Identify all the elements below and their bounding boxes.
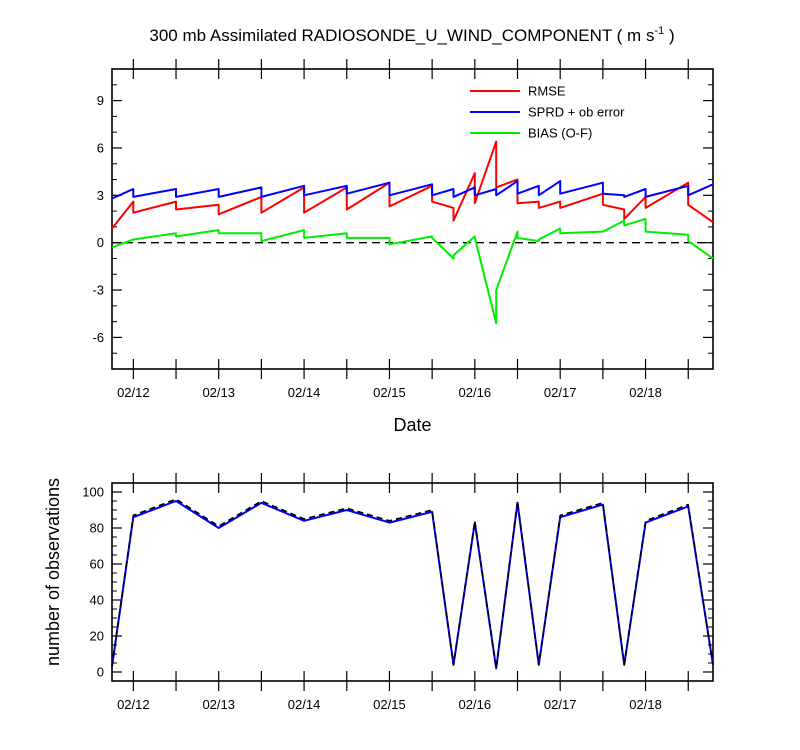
- x-tick-label: 02/13: [202, 385, 235, 400]
- legend-label: BIAS (O-F): [528, 126, 592, 141]
- y-tick-label: 80: [90, 521, 104, 536]
- y-tick-label: -3: [92, 283, 104, 298]
- x-tick-label: 02/18: [629, 385, 662, 400]
- series-line-observations-solid: [111, 500, 714, 670]
- legend-label: RMSE: [528, 84, 566, 99]
- series-line-rmse: [111, 140, 714, 230]
- plot-frame: [111, 68, 714, 370]
- x-tick-label: 02/15: [373, 385, 406, 400]
- y-axis-title: number of observations: [43, 478, 63, 666]
- bottom-chart: 0 20 40 60 80 100 02/12 02/13 02/14 02/15 02/16 02/…: [43, 473, 714, 712]
- y-tick-label: 0: [97, 665, 104, 680]
- x-tick-label: 02/17: [544, 385, 577, 400]
- x-tick-label: 02/17: [544, 697, 577, 712]
- x-tick-label: 02/15: [373, 697, 406, 712]
- x-tick-label: 02/14: [288, 385, 321, 400]
- y-tick-label: 6: [97, 140, 104, 155]
- y-tick-label: 40: [90, 593, 104, 608]
- x-tick-label: 02/16: [459, 385, 492, 400]
- x-tick-label: 02/13: [202, 697, 235, 712]
- x-tick-label: 02/12: [117, 385, 150, 400]
- y-tick-label: 9: [97, 93, 104, 108]
- x-tick-label: 02/16: [459, 697, 492, 712]
- y-tick-label: -6: [92, 330, 104, 345]
- x-tick-label: 02/12: [117, 697, 150, 712]
- series-line-bias-o-f: [111, 218, 714, 325]
- x-tick-label: 02/14: [288, 697, 321, 712]
- series-line-observations-dashed: [111, 498, 714, 670]
- x-axis-title: Date: [393, 415, 431, 435]
- top-chart: -6 -3 0 3 6 9 02/12 02/13 02/14 02/15 02/16 02/17 02…: [92, 59, 714, 435]
- legend-label: SPRD + ob error: [528, 105, 625, 120]
- y-tick-label: 20: [90, 629, 104, 644]
- series-line-sprd-ob-error: [111, 180, 714, 200]
- y-tick-label: 60: [90, 557, 104, 572]
- x-tick-label: 02/18: [629, 697, 662, 712]
- y-tick-label: 0: [97, 235, 104, 250]
- y-tick-label: 100: [82, 485, 104, 500]
- y-tick-label: 3: [97, 188, 104, 203]
- chart-title: 300 mb Assimilated RADIOSONDE_U_WIND_COM…: [149, 25, 674, 45]
